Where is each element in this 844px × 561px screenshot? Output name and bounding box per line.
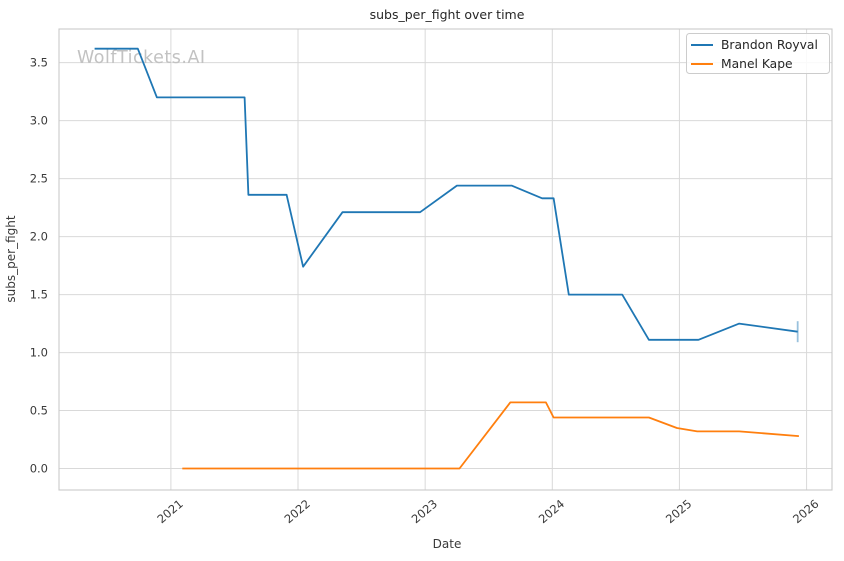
- series-line-brandon-royval: [94, 47, 798, 341]
- legend-box: [686, 33, 830, 74]
- legend-label-brandon-royval: Brandon Royval: [721, 38, 818, 52]
- plot-border: [58, 28, 833, 491]
- y-tick-label: 1.0: [30, 346, 48, 360]
- legend: Brandon Royval Manel Kape: [686, 33, 830, 74]
- y-tick-label: 3.5: [30, 56, 48, 70]
- y-tick-label: 0.5: [30, 404, 48, 418]
- y-tick-label: 3.0: [30, 114, 48, 128]
- y-tick-label: 1.5: [30, 288, 48, 302]
- legend-label-manel-kape: Manel Kape: [721, 57, 793, 71]
- y-tick-label: 2.0: [30, 230, 48, 244]
- x-tick-label: 2025: [663, 497, 694, 527]
- y-axis-tick-labels: 0.0 0.5 1.0 1.5 2.0 2.5 3.0 3.5: [30, 56, 48, 476]
- x-tick-label: 2023: [409, 497, 440, 527]
- y-axis-label: subs_per_fight: [4, 215, 18, 302]
- y-tick-label: 0.0: [30, 462, 48, 476]
- y-tick-label: 2.5: [30, 172, 48, 186]
- x-axis-tick-labels: 2021 2022 2023 2024 2025 2026: [154, 497, 821, 527]
- x-tick-label: 2021: [154, 497, 185, 527]
- x-tick-label: 2022: [282, 497, 313, 527]
- x-tick-label: 2026: [790, 497, 821, 527]
- x-axis-label: Date: [433, 537, 462, 551]
- x-tick-label: 2024: [536, 497, 567, 527]
- chart-title: subs_per_fight over time: [370, 7, 525, 22]
- grid-lines: [59, 29, 832, 490]
- series-line-manel-kape: [182, 401, 799, 470]
- data-series: [94, 47, 799, 470]
